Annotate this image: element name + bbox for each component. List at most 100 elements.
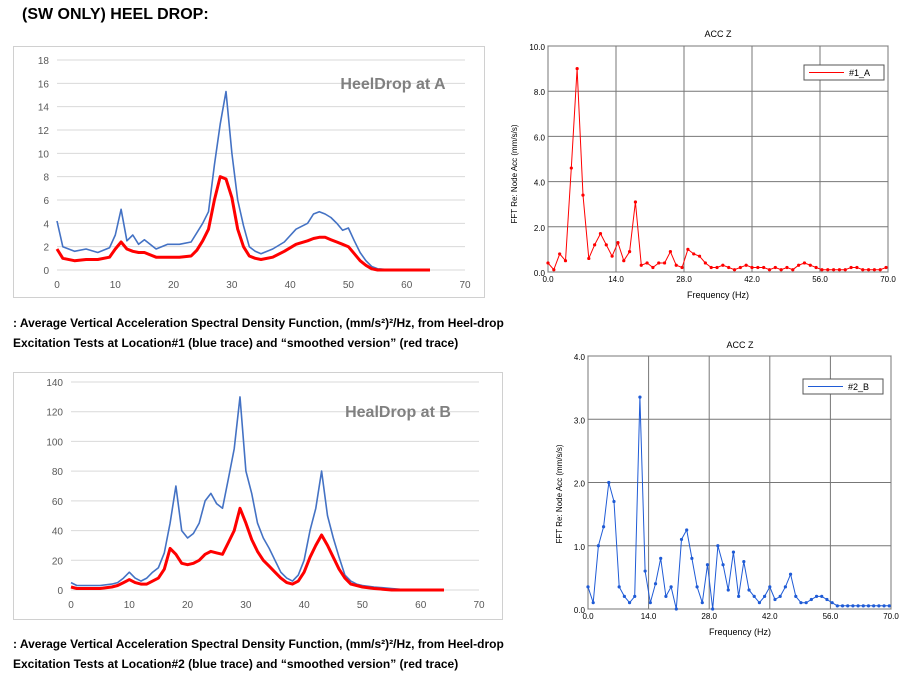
data-point [826, 268, 830, 272]
x-tick-label: 0 [68, 600, 74, 611]
data-point [563, 259, 568, 263]
data-point [616, 241, 620, 245]
data-point [756, 265, 760, 270]
data-point [601, 525, 606, 529]
axis-labels: 0.0 2.0 4.0 6.0 8.0 10.0 0.0 14.0 28.0 42.0 56.0 70… [529, 43, 896, 284]
x-tick-label: 70.0 [883, 612, 899, 621]
y-tick-label: 18 [38, 56, 50, 67]
data-point [783, 585, 787, 589]
data-point [768, 585, 772, 589]
data-point [752, 594, 756, 598]
caption-line: Excitation Tests at Location#2 (blue tra… [13, 657, 459, 671]
data-point [726, 588, 730, 592]
x-tick-label: 70.0 [880, 275, 896, 284]
data-point [778, 594, 782, 598]
data-point [866, 604, 871, 608]
data-point [643, 569, 647, 573]
x-tick-label: 30 [240, 600, 252, 611]
legend: #2_B [802, 378, 884, 395]
chart-title: HealDrop at B [345, 404, 451, 421]
data-point [622, 259, 626, 263]
y-tick-label: 8.0 [534, 88, 546, 97]
data-point [785, 265, 789, 270]
data-point [861, 268, 865, 272]
y-tick-label: 12 [38, 126, 50, 137]
data-point [866, 268, 871, 272]
data-point [742, 559, 746, 564]
data-point [679, 537, 684, 542]
data-point [837, 268, 842, 272]
data-point [727, 265, 731, 270]
x-tick-label: 14.0 [608, 275, 624, 284]
data-point [887, 604, 891, 608]
data-point [799, 601, 803, 605]
data-point [825, 597, 829, 602]
x-tick-label: 42.0 [762, 612, 778, 621]
y-tick-label: 4.0 [574, 353, 586, 362]
data-point [627, 601, 632, 605]
series-lines [586, 395, 891, 611]
data-point [763, 594, 767, 598]
y-tick-label: 14 [38, 103, 50, 114]
x-tick-label: 42.0 [744, 275, 760, 284]
y-tick-label: 2 [43, 243, 49, 254]
y-axis-label: FFT Re: Node Acc (mm/s/s) [555, 444, 564, 543]
data-point [639, 263, 643, 267]
grid-lines [547, 45, 889, 273]
data-point [697, 254, 702, 258]
y-tick-label: 80 [52, 467, 64, 478]
x-tick-label: 40 [299, 600, 311, 611]
x-tick-label: 30 [226, 280, 238, 291]
caption-line: : Average Vertical Acceleration Spectral… [13, 637, 504, 651]
data-point [622, 594, 626, 598]
data-point [711, 607, 715, 611]
data-point [591, 601, 595, 605]
data-point [762, 265, 766, 270]
x-axis-label: Frequency (Hz) [687, 290, 749, 300]
legend-label: #1_A [849, 68, 870, 78]
y-tick-label: 10.0 [529, 43, 545, 52]
chart-title: ACC Z [727, 340, 755, 350]
y-tick-label: 2.0 [574, 480, 586, 489]
caption-line: Excitation Tests at Location#1 (blue tra… [13, 336, 459, 350]
y-tick-label: 10 [38, 149, 50, 160]
data-point [617, 585, 621, 589]
data-point [651, 265, 655, 270]
x-tick-label: 10 [110, 280, 122, 291]
data-point [685, 528, 689, 532]
axis-labels: 0 2 4 6 8 10 12 14 16 18 0 10 20 30 40 50 60 70 [38, 56, 471, 291]
data-point [773, 597, 777, 602]
data-point [716, 544, 720, 548]
data-point [610, 254, 614, 258]
data-point [705, 563, 710, 567]
data-point [877, 604, 881, 608]
data-point [581, 193, 585, 197]
series-lines [70, 396, 444, 592]
data-point [856, 604, 860, 608]
data-point [662, 261, 667, 265]
x-tick-label: 50 [343, 280, 355, 291]
data-point [674, 607, 678, 611]
data-point [878, 268, 882, 272]
x-tick-label: 56.0 [823, 612, 839, 621]
x-tick-label: 14.0 [641, 612, 657, 621]
y-tick-label: 6 [43, 196, 49, 207]
chart-border [13, 372, 503, 620]
x-axis-label: Frequency (Hz) [709, 627, 771, 637]
data-point [861, 604, 865, 608]
data-point [747, 588, 751, 592]
y-tick-label: 16 [38, 79, 50, 90]
data-point [744, 263, 748, 267]
data-point [653, 582, 658, 586]
data-point [633, 200, 638, 204]
series-raw-line [56, 90, 430, 271]
series-lines [55, 90, 430, 272]
y-tick-label: 40 [52, 527, 64, 538]
data-point [797, 263, 801, 267]
data-point [700, 601, 704, 605]
data-point [659, 556, 663, 560]
x-tick-label: 40 [285, 280, 297, 291]
data-point [669, 585, 673, 589]
x-tick-label: 56.0 [812, 275, 828, 284]
y-tick-label: 140 [46, 378, 63, 389]
